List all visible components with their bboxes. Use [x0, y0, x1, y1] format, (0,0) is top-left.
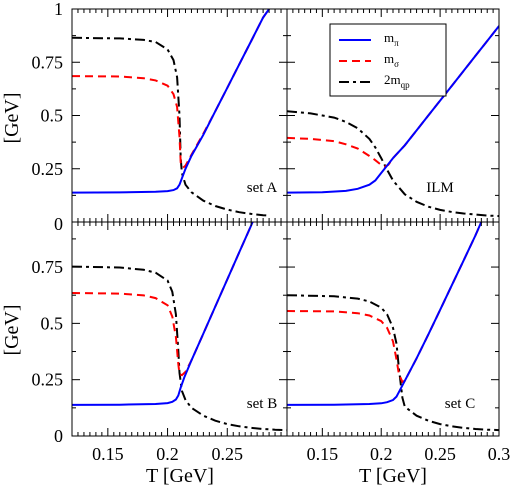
series-two-m-qp-set-ilm [287, 110, 499, 217]
x-tick-label-right: 0.2 [370, 444, 393, 464]
legend: mπ mσ 2mqp [329, 23, 447, 97]
series-two-m-qp-set-c [287, 294, 499, 432]
series-m-sigma-set-a [72, 9, 270, 170]
x-tick-label-right: 0.15 [307, 444, 339, 464]
panel-label-set-ilm: ILM [426, 180, 454, 196]
x-tick-label-right: 0.3 [488, 444, 511, 464]
lines-layer [72, 9, 499, 432]
y-tick-label-bottom: 0.25 [32, 370, 64, 390]
series-two-m-qp-set-b [72, 265, 287, 432]
panel-label-set-c: set C [445, 396, 475, 412]
y-tick-label-top: 0.25 [32, 159, 64, 179]
legend-box [329, 23, 447, 97]
y-tick-label-bottom: 0.75 [32, 257, 64, 277]
legend-label-2m-qp: 2mqp [384, 72, 410, 90]
series-m-pi-set-a [72, 9, 270, 194]
series-m-sigma-set-b [72, 222, 254, 377]
y-axis-title-top: [GeV] [1, 92, 23, 143]
y-tick-label-top: 0.5 [41, 106, 64, 126]
y-tick-label-top: 1 [54, 0, 63, 19]
x-axis-title-right: T [GeV] [359, 465, 427, 487]
ticks-layer [71, 8, 500, 437]
series-two-m-qp-set-a [72, 36, 270, 217]
series-m-pi-set-b [72, 222, 254, 406]
x-tick-label-left: 0.2 [156, 444, 179, 464]
series-m-pi-set-c [287, 222, 483, 406]
x-tick-label-left: 0.25 [212, 444, 244, 464]
y-tick-label-top: 0 [54, 214, 63, 234]
series-m-sigma-set-c [287, 222, 483, 384]
legend-label-m-sigma: mσ [384, 51, 399, 69]
legend-label-m-pi: mπ [384, 30, 399, 48]
y-tick-label-top: 0.75 [32, 52, 64, 72]
series-m-pi-set-ilm [287, 25, 499, 194]
labels-layer: set A ILM set B set C 0.15 0.2 0.25 0.15 0.2 0.25… [32, 0, 511, 464]
panel-label-set-b: set B [247, 396, 277, 412]
x-tick-label-left: 0.15 [92, 444, 124, 464]
panel-label-set-a: set A [247, 180, 278, 196]
y-tick-label-bottom: 0.5 [41, 313, 64, 333]
y-tick-label-bottom: 0 [54, 426, 63, 446]
x-axis-title-left: T [GeV] [146, 465, 214, 487]
x-tick-label-right: 0.25 [424, 444, 456, 464]
y-axis-title-bottom: [GeV] [1, 304, 23, 355]
